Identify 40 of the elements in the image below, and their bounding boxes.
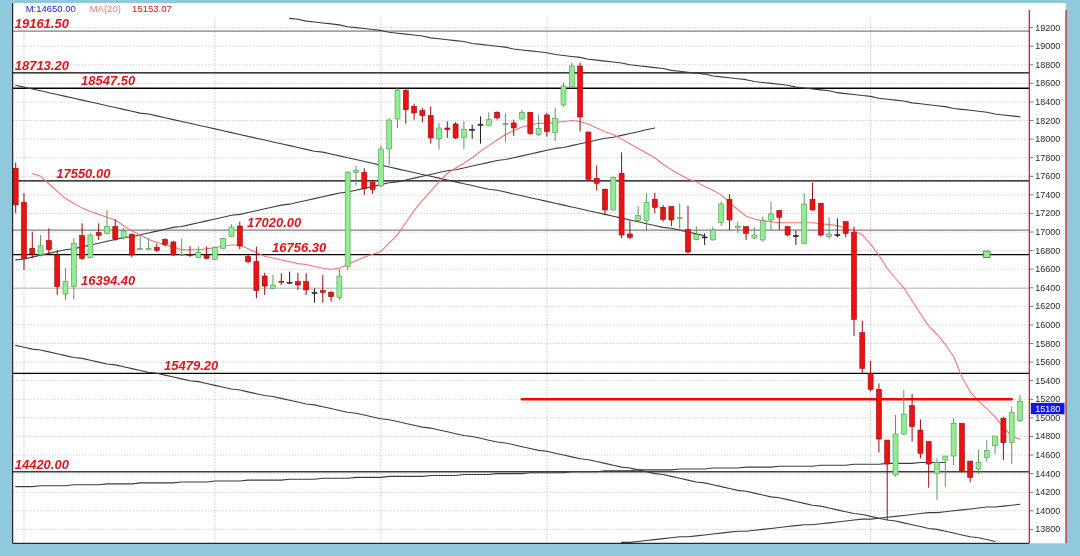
y-tick-label: 14200 bbox=[1035, 487, 1061, 498]
y-tick-label: 15000 bbox=[1035, 412, 1061, 423]
y-tick-label: 17800 bbox=[1035, 152, 1061, 163]
ref-line-label: 14420.00 bbox=[14, 456, 70, 472]
y-tick-label: 16000 bbox=[1035, 319, 1061, 330]
y-tick-label: 14800 bbox=[1035, 431, 1061, 442]
annotation: 15153.07 bbox=[132, 3, 172, 14]
y-tick-label: 16800 bbox=[1035, 245, 1061, 256]
ref-line-label: 15479.20 bbox=[164, 358, 220, 374]
ref-line-label: 18713.20 bbox=[14, 57, 70, 73]
ref-line-label: 17020.00 bbox=[247, 215, 303, 231]
y-tick-label: 18800 bbox=[1035, 59, 1061, 70]
y-tick-label: 16200 bbox=[1035, 301, 1061, 312]
y-tick-label: 15600 bbox=[1035, 357, 1061, 368]
y-tick-label: 16600 bbox=[1035, 264, 1061, 275]
y-tick-label: 16400 bbox=[1035, 282, 1061, 293]
ref-line-label: 19161.50 bbox=[14, 16, 70, 32]
ref-line-label: 16756.30 bbox=[272, 239, 327, 255]
ref-line-label: 16394.40 bbox=[81, 273, 137, 289]
y-tick-label: 15800 bbox=[1035, 338, 1061, 349]
text: MA(20) bbox=[89, 3, 121, 14]
y-tick-label: 15400 bbox=[1035, 375, 1061, 386]
annotation: M:14650.00 bbox=[25, 3, 76, 14]
y-tick-label: 18400 bbox=[1035, 96, 1061, 107]
y-tick-label: 13800 bbox=[1035, 524, 1061, 535]
y-tick-label: 15200 bbox=[1035, 394, 1061, 405]
y-tick-label: 14600 bbox=[1035, 450, 1061, 461]
ref-line-label: 18547.50 bbox=[81, 73, 137, 89]
y-tick-label: 18600 bbox=[1035, 78, 1061, 89]
ref-line-label: 17550.00 bbox=[56, 165, 112, 181]
y-tick-label: 14400 bbox=[1035, 468, 1061, 479]
y-tick-label: 17600 bbox=[1035, 171, 1061, 182]
y-tick-label: 17200 bbox=[1035, 208, 1061, 219]
y-tick-label: 18000 bbox=[1035, 134, 1061, 145]
y-tick-label: 14000 bbox=[1035, 505, 1061, 516]
y-tick-label: 17400 bbox=[1035, 189, 1061, 200]
y-tick-label: 19200 bbox=[1035, 22, 1061, 33]
y-tick-label: 19000 bbox=[1035, 41, 1061, 52]
y-tick-label: 18200 bbox=[1035, 115, 1061, 126]
y-tick-label: 17000 bbox=[1035, 227, 1061, 238]
